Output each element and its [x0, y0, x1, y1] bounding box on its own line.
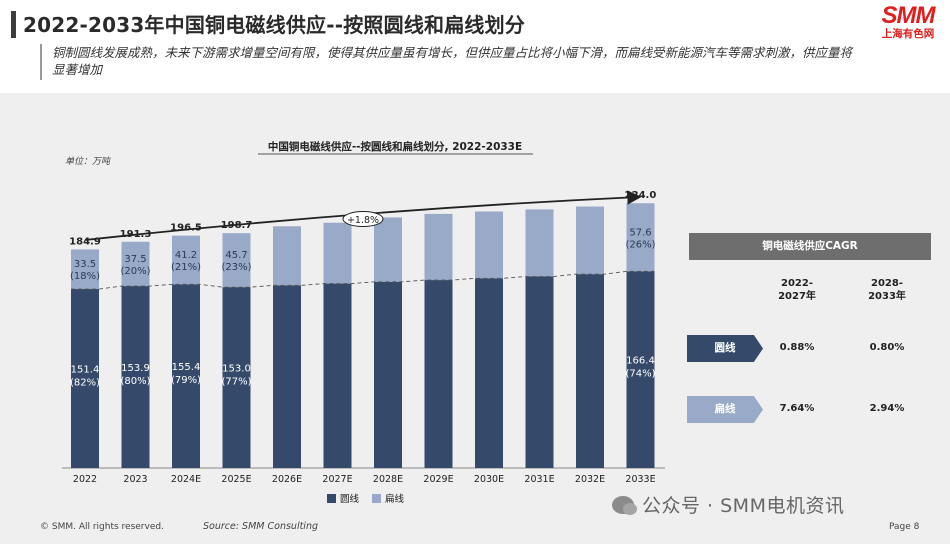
- label-round-2024E-1: (79%): [171, 375, 201, 386]
- label-round-2033E-1: (74%): [625, 369, 655, 380]
- x-tick-2023: 2023: [123, 474, 147, 485]
- bar-round-2031E: [525, 276, 554, 468]
- watermark: 公众号 · SMM电机资讯: [612, 491, 844, 518]
- bar-flat-2031E: [525, 209, 554, 277]
- bar-round-2029E: [424, 280, 453, 468]
- bar-round-2024E: [172, 284, 200, 468]
- label-round-2022-1: (82%): [70, 378, 100, 389]
- cagr-round-v2: 0.80%: [869, 342, 905, 353]
- source-note: Source: SMM Consulting: [203, 521, 318, 532]
- title-accent-bar: [11, 11, 16, 38]
- legend-swatch-round: [327, 494, 336, 503]
- bar-flat-2023: [121, 241, 150, 287]
- label-flat-2022-1: (18%): [70, 271, 100, 282]
- bar-round-2028E: [374, 281, 402, 468]
- x-tick-2032E: 2032E: [575, 474, 605, 485]
- total-2022: 184.9: [69, 236, 101, 247]
- trend-label-bubble: [342, 211, 384, 227]
- bar-flat-2028E: [374, 217, 402, 282]
- subtitle-rule: [40, 44, 42, 80]
- label-round-2022-0: 151.4: [71, 365, 100, 376]
- header: 2022-2033年中国铜电磁线供应--按照圆线和扁线划分 铜制圆线发展成熟，未…: [0, 0, 950, 92]
- page-number: Page 8: [889, 522, 920, 532]
- label-flat-2033E-0: 57.6: [629, 227, 651, 238]
- x-tick-2022: 2022: [73, 474, 97, 485]
- label-flat-2023-0: 37.5: [124, 254, 146, 265]
- cagr-flat-v2: 2.94%: [869, 403, 905, 414]
- bar-round-2030E: [475, 278, 503, 468]
- page-title: 2022-2033年中国铜电磁线供应--按照圆线和扁线划分: [23, 13, 526, 37]
- cagr-round-v1: 0.88%: [779, 342, 815, 353]
- x-tick-2033E: 2033E: [625, 474, 655, 485]
- x-tick-2024E: 2024E: [171, 474, 201, 485]
- bar-round-2022: [71, 289, 99, 468]
- label-flat-2025E-1: (23%): [221, 262, 251, 273]
- wechat-icon: [612, 496, 637, 515]
- legend-label-flat: 扁线: [385, 493, 405, 505]
- bar-flat-2033E: [626, 203, 655, 272]
- label-flat-2022-0: 33.5: [74, 259, 96, 270]
- label-flat-2024E-1: (21%): [171, 262, 201, 273]
- cagr-col-2028-2033: 2028- 2033年: [868, 278, 906, 302]
- stacked-bar-chart: 中国铜电磁线供应--按圆线和扁线划分, 2022-2033E 单位：万吨 2022 1…: [62, 140, 665, 505]
- label-round-2024E-0: 155.4: [172, 362, 201, 373]
- bar-round-2026E: [273, 285, 301, 468]
- label-round-2033E-0: 166.4: [626, 356, 655, 367]
- label-round-2023-0: 153.9: [121, 363, 150, 374]
- content-panel: 中国铜电磁线供应--按圆线和扁线划分, 2022-2033E 单位：万吨 2022 1…: [0, 93, 950, 544]
- bar-flat-2024E: [172, 235, 200, 285]
- bar-flat-2022: [71, 249, 99, 290]
- bar-flat-2026E: [273, 226, 301, 286]
- smm-logo: SMM 上海有色网: [872, 4, 944, 41]
- bar-flat-2029E: [424, 213, 453, 281]
- share-trend-dashed-line: [71, 270, 655, 290]
- x-tick-2031E: 2031E: [524, 474, 554, 485]
- cagr-row-round-label: 圆线: [687, 335, 763, 362]
- x-tick-2029E: 2029E: [423, 474, 453, 485]
- unit-label: 单位：万吨: [65, 156, 112, 167]
- legend-swatch-flat: [372, 494, 381, 503]
- bar-flat-2027E: [323, 222, 352, 284]
- x-tick-2026E: 2026E: [272, 474, 302, 485]
- label-flat-2024E-0: 41.2: [175, 250, 197, 261]
- bar-round-2023: [121, 286, 150, 468]
- page-subtitle: 铜制圆线发展成熟，未来下游需求增量空间有限，使得其供应量虽有增长，但供应量占比将…: [52, 45, 853, 77]
- cagr-col-2022-2027: 2022- 2027年: [778, 278, 816, 302]
- trend-label: +1.8%: [347, 215, 379, 226]
- x-tick-2027E: 2027E: [322, 474, 352, 485]
- label-flat-2033E-1: (26%): [625, 239, 655, 250]
- bar-round-2033E: [626, 271, 655, 468]
- copyright: © SMM. All rights reserved.: [40, 522, 164, 532]
- cagr-flat-v1: 7.64%: [779, 403, 815, 414]
- x-tick-2028E: 2028E: [373, 474, 403, 485]
- label-round-2025E-0: 153.0: [222, 364, 251, 375]
- logo-main-text: SMM: [881, 2, 936, 29]
- bar-flat-2025E: [222, 233, 251, 288]
- bar-flat-2032E: [576, 206, 604, 275]
- bar-flat-2030E: [475, 211, 503, 279]
- cagr-table-title: 铜电磁线供应CAGR: [689, 233, 931, 260]
- bar-round-2032E: [576, 274, 604, 468]
- chart-title: 中国铜电磁线供应--按圆线和扁线划分, 2022-2033E: [268, 140, 522, 153]
- x-tick-2025E: 2025E: [221, 474, 251, 485]
- total-2033E: 224.0: [625, 190, 657, 201]
- x-tick-2030E: 2030E: [474, 474, 504, 485]
- label-flat-2025E-0: 45.7: [225, 250, 247, 261]
- bar-round-2027E: [323, 283, 352, 468]
- logo-sub-text: 上海有色网: [881, 28, 935, 40]
- cagr-row-flat-label: 扁线: [687, 396, 763, 423]
- label-round-2025E-1: (77%): [221, 377, 251, 388]
- bar-round-2025E: [222, 287, 251, 468]
- label-flat-2023-1: (20%): [120, 266, 150, 277]
- watermark-text: 公众号 · SMM电机资讯: [642, 495, 845, 517]
- total-2024E: 196.5: [170, 223, 202, 234]
- legend-label-round: 圆线: [340, 493, 360, 505]
- label-round-2023-1: (80%): [120, 376, 150, 387]
